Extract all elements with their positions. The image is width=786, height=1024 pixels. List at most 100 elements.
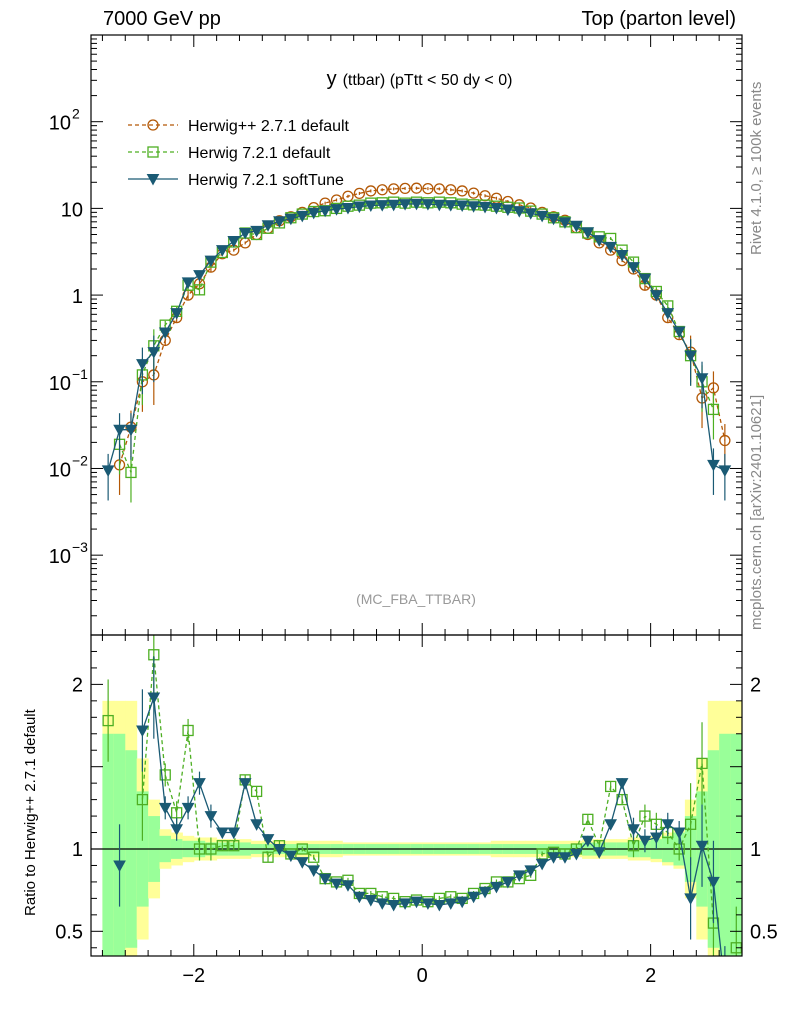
ratio-y-tick-label: 2	[72, 674, 83, 696]
main-series-2-point	[672, 326, 686, 339]
y-tick-exponent: −1	[72, 366, 88, 382]
ratio-series-1-point	[410, 896, 423, 909]
ratio-series-1-point	[250, 819, 263, 831]
ratio-series-1-point	[387, 899, 401, 912]
main-series-1	[113, 196, 720, 503]
ratio-series-1-point	[158, 802, 172, 815]
ratio-y-tick-label: 1	[72, 839, 83, 861]
ratio-series-1-point	[215, 827, 229, 840]
ratio-series-1-point	[318, 873, 332, 886]
ratio-series-1-point	[455, 896, 469, 909]
ratio-series-0-point	[639, 810, 651, 822]
ratio-y-tick-label: 0.5	[55, 921, 83, 943]
main-series-2-point	[707, 459, 720, 472]
y-tick-label: 10	[61, 199, 83, 221]
ratio-series-1-point	[444, 898, 458, 910]
main-series-1-point	[193, 284, 206, 296]
main-series-2-point	[478, 201, 492, 214]
main-series-2-point	[524, 208, 538, 220]
main-series-1-point	[125, 466, 137, 479]
ratio-series-1-point	[364, 895, 378, 907]
ratio-series-1-point	[330, 878, 343, 891]
main-series-2-point	[307, 207, 321, 220]
main-series-2-point	[295, 210, 309, 223]
main-series-2-point	[570, 220, 583, 233]
main-series-2-line	[107, 203, 726, 471]
y-tick-label: 1	[72, 286, 83, 308]
ratio-series-1-point	[147, 692, 161, 705]
ratio-series-1-point	[524, 865, 538, 877]
ratio-series-1-point	[512, 870, 526, 882]
main-series-0-point	[422, 182, 434, 195]
main-series-2-point	[695, 373, 709, 385]
ratio-series-1-point	[490, 881, 503, 894]
title-sub: (ttbar) (pTtt < 50 dy < 0)	[343, 72, 513, 89]
ratio-series-1-point	[181, 802, 195, 815]
ratio-series-1-point	[535, 858, 549, 871]
ratio-series-1-point	[719, 983, 730, 993]
header-right: Top (parton level)	[581, 8, 736, 30]
main-series-2-point	[227, 236, 241, 248]
main-series-2-point	[124, 424, 138, 437]
main-series-2-point	[353, 201, 366, 214]
main-series-2-point	[501, 204, 515, 217]
legend-label: Herwig++ 2.7.1 default	[188, 118, 350, 135]
ratio-series-1-point	[170, 824, 184, 836]
main-series-2-point	[627, 262, 640, 274]
ratio-series-0-point	[684, 818, 697, 830]
main-series-2-point	[113, 424, 126, 437]
ratio-series-1-point	[261, 834, 275, 846]
main-series-2-point	[398, 199, 412, 211]
y-tick-label: 10	[49, 546, 71, 568]
ratio-series-0-point	[296, 843, 308, 855]
legend-marker	[146, 174, 160, 186]
main-series-2-point	[410, 198, 423, 211]
main-series-2-point	[535, 210, 549, 223]
legend-marker	[147, 146, 159, 158]
main-series-2-point	[638, 273, 652, 286]
main-series-2-point	[387, 199, 401, 212]
ratio-y-tick-label-right: 1	[750, 839, 761, 861]
ratio-series-1-point	[672, 827, 686, 840]
ratio-series-0-point	[193, 843, 206, 855]
ratio-band-green	[719, 733, 732, 956]
main-series-2-point	[261, 220, 275, 232]
ratio-series-0-point	[228, 840, 240, 852]
ratio-series-1-point	[592, 847, 606, 859]
ratio-series-1-point	[627, 824, 640, 836]
ratio-band-green	[730, 733, 742, 956]
y-tick-exponent: −3	[72, 539, 88, 555]
main-series-2-point	[215, 245, 229, 257]
main-series-2-point	[136, 359, 149, 371]
main-series-2-point	[455, 200, 469, 213]
chart-title: y (ttbar) (pTtt < 50 dy < 0)	[327, 68, 513, 90]
ratio-series-1-point	[398, 898, 412, 910]
ratio-series-0-point	[582, 813, 594, 826]
main-series-0-point	[707, 382, 720, 394]
ratio-series-0-point	[102, 714, 114, 727]
main-series-2-point	[181, 277, 195, 289]
title-main: y	[327, 68, 337, 90]
main-series-2-point	[204, 255, 218, 268]
ratio-series-1-point	[558, 852, 572, 864]
main-series-2-point	[364, 200, 378, 213]
main-series-0-point	[467, 187, 480, 199]
legend-label: Herwig 7.2.1 default	[188, 145, 331, 162]
main-series-1-point	[707, 403, 720, 416]
ratio-series-1-point	[193, 778, 206, 790]
ratio-series-1-point	[375, 898, 389, 910]
main-series-0-point	[365, 185, 377, 197]
ratio-series-0-point	[308, 851, 320, 863]
ratio-series-1-point	[273, 844, 286, 856]
main-series-0-point	[433, 183, 445, 195]
ratio-series-1-line	[141, 697, 723, 956]
main-series-2-point	[284, 213, 298, 226]
main-series-0-point	[719, 434, 731, 447]
main-series-2-point	[718, 465, 732, 477]
main-series-0-point	[456, 185, 468, 197]
ratio-series-1-point	[684, 893, 697, 905]
main-series-2-point	[421, 199, 435, 211]
ratio-series-0-point	[205, 843, 217, 855]
main-series-0-point	[410, 182, 423, 194]
